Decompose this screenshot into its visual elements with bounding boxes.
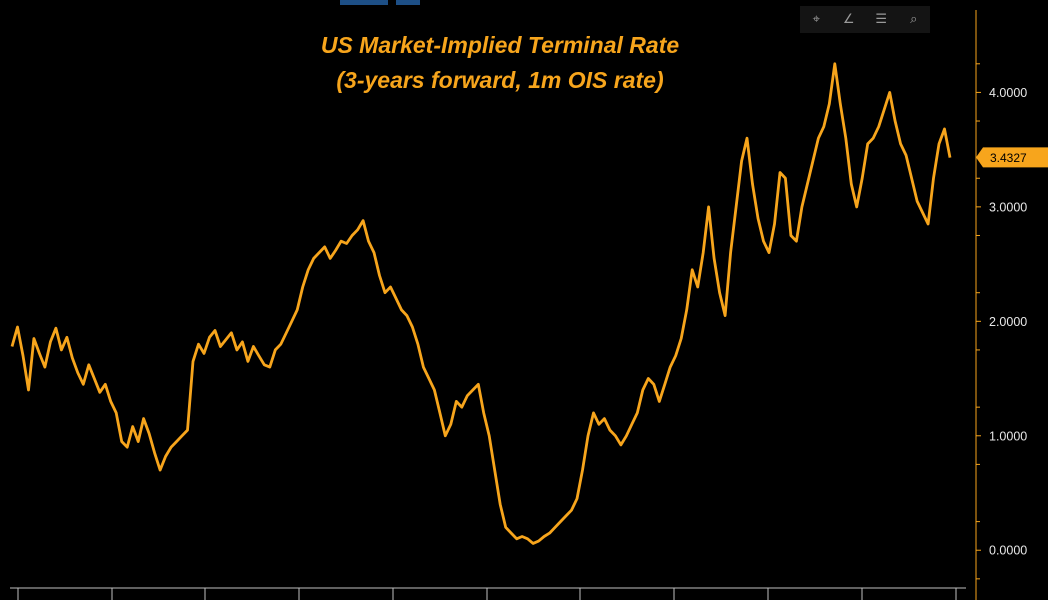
y-axis-ticks: 0.0000 1.0000 2.0000 3.0000 4.0000 [976, 86, 1027, 558]
y-tick-label: 0.0000 [989, 544, 1027, 558]
y-tick-label: 1.0000 [989, 429, 1027, 443]
chart-title: US Market-Implied Terminal Rate [320, 32, 680, 58]
last-value-marker: 3.4327 [976, 147, 1048, 168]
crosshair-icon[interactable]: ⌖ [812, 12, 820, 27]
y-axis-minor-ticks [976, 63, 980, 580]
series-line [10, 62, 952, 545]
y-tick-label: 3.0000 [989, 200, 1027, 214]
chart-subtitle: (3-years forward, 1m OIS rate) [336, 67, 664, 93]
x-axis-ticks [17, 588, 957, 600]
zoom-icon[interactable]: ⌕ [910, 12, 918, 27]
y-tick-label: 2.0000 [989, 315, 1027, 329]
last-value-label: 3.4327 [990, 151, 1027, 165]
top-accent-bar [396, 0, 420, 5]
y-tick-label: 4.0000 [989, 86, 1027, 100]
chart-toolbar: ⌖ ∠ ☰ ⌕ [800, 6, 930, 33]
draw-line-icon[interactable]: ∠ [842, 12, 855, 27]
top-accent-bar [340, 0, 388, 5]
last-value-flag [976, 147, 1048, 168]
legend-icon[interactable]: ☰ [875, 12, 888, 27]
